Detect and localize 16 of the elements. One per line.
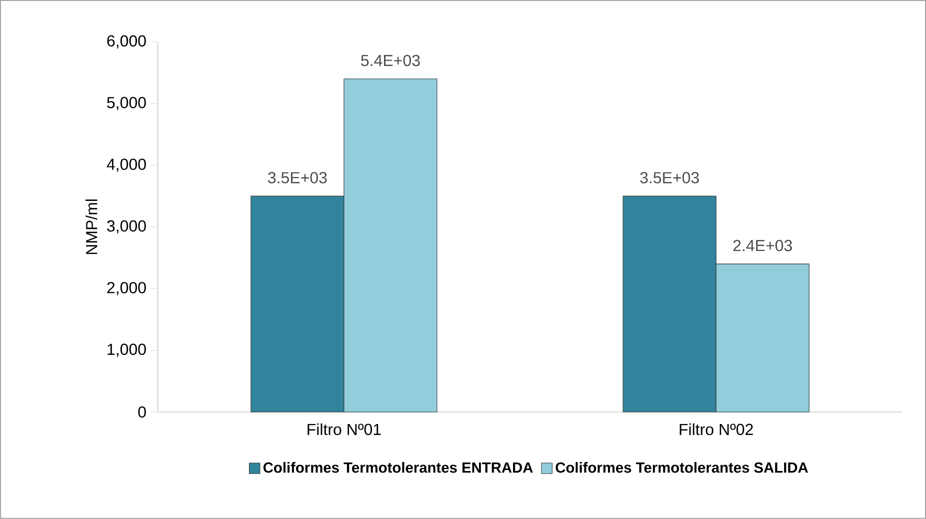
legend-label: Coliformes Termotolerantes ENTRADA xyxy=(263,462,533,473)
data-label: 3.5E+03 xyxy=(268,172,327,184)
data-label: 3.5E+03 xyxy=(640,172,699,184)
data-label: 5.4E+03 xyxy=(361,54,420,66)
y-tick-label: 2,000 xyxy=(107,282,146,296)
y-tick-label: 6,000 xyxy=(107,35,146,49)
y-tick-label: 4,000 xyxy=(106,158,146,172)
y-tick-label: 1,000 xyxy=(108,344,146,357)
x-tick-label: Filtro Nº01 xyxy=(308,423,381,436)
y-tick-label: 3,000 xyxy=(107,220,146,234)
y-axis-title: NMP/ml xyxy=(86,200,98,254)
data-label: 2.4E+03 xyxy=(733,240,792,252)
legend-label: Coliformes Termotolerantes SALIDA xyxy=(556,462,808,473)
y-tick-label: 0 xyxy=(138,406,146,418)
x-tick-label: Filtro Nº02 xyxy=(680,423,753,436)
y-tick-label: 5,000 xyxy=(107,97,146,110)
